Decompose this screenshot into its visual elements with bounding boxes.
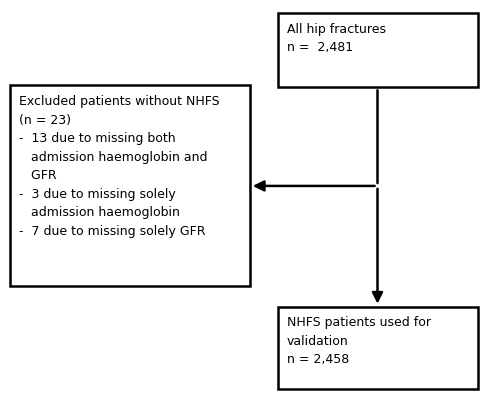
Text: NHFS patients used for
validation
n = 2,458: NHFS patients used for validation n = 2,…	[286, 316, 430, 365]
FancyBboxPatch shape	[278, 307, 477, 389]
Text: All hip fractures
n =  2,481: All hip fractures n = 2,481	[286, 23, 386, 54]
Text: Excluded patients without NHFS
(n = 23)
-  13 due to missing both
   admission h: Excluded patients without NHFS (n = 23) …	[19, 95, 220, 237]
FancyBboxPatch shape	[10, 86, 250, 287]
FancyBboxPatch shape	[278, 14, 477, 88]
